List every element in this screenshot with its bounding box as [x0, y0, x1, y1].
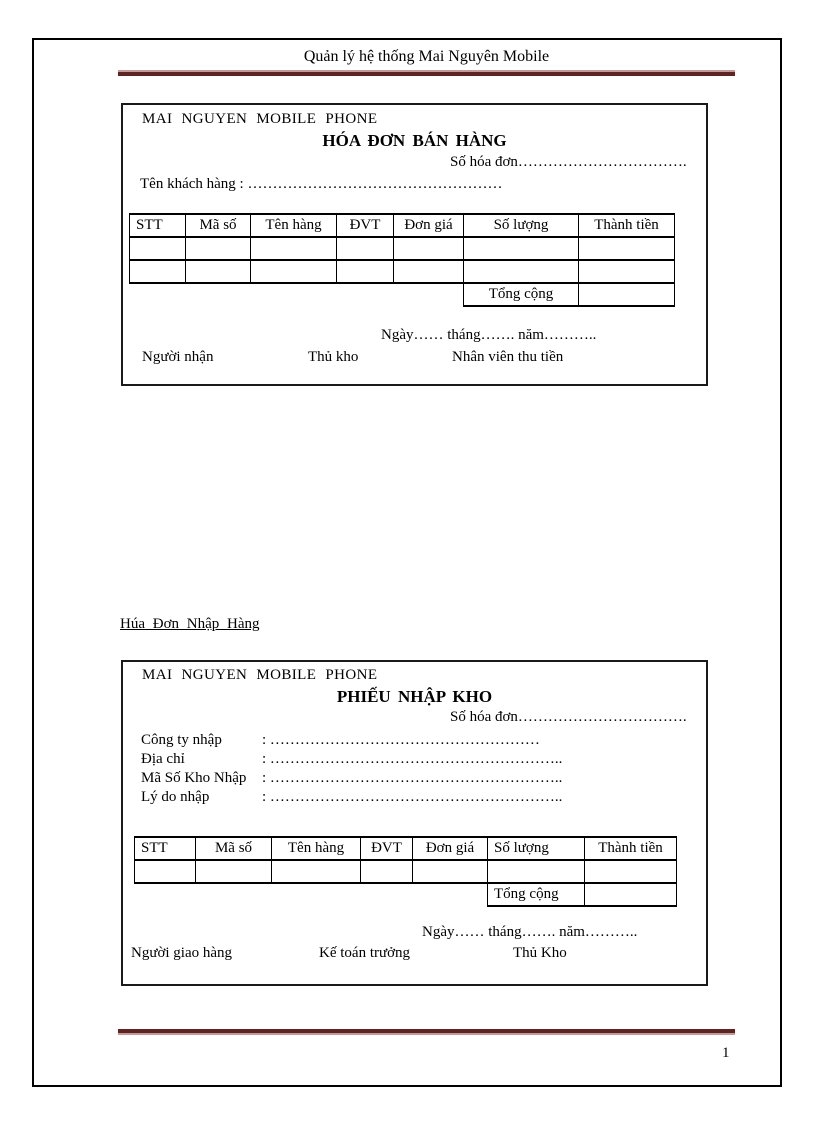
field-label-ma-so-kho-nhap: Mã Số Kho Nhập: [141, 770, 247, 786]
signature-thu-kho: Thủ kho: [308, 349, 359, 365]
import-receipt-company-name: MAI NGUYEN MOBILE PHONE: [142, 667, 378, 683]
empty-cell: [195, 859, 272, 884]
column-header-dongia: Đơn giá: [393, 213, 464, 238]
empty-cell: [134, 859, 196, 884]
total-row: Tổng cộng: [135, 882, 677, 907]
table-header-row: STT Mã số Tên hàng ĐVT Đơn giá Số lượng …: [129, 213, 675, 238]
sales-invoice-title: HÓA ĐƠN BÁN HÀNG: [322, 131, 507, 150]
column-header-stt: STT: [134, 836, 196, 861]
footer-rule-light-line: [118, 1033, 735, 1035]
signature-nhan-vien-thu-tien: Nhân viên thu tiền: [452, 349, 564, 365]
column-header-tenhang: Tên hàng: [271, 836, 361, 861]
header-rule: [118, 70, 735, 76]
field-value-ly-do-nhap: : …………………………………………………..: [262, 789, 563, 805]
signature-nguoi-nhan: Người nhận: [142, 349, 214, 365]
table-row: [129, 236, 675, 261]
field-label-ly-do-nhap: Lý do nhập: [141, 789, 210, 805]
total-label-cell: Tổng cộng: [463, 282, 579, 307]
sales-invoice-customer-line: Tên khách hàng : ……………………………………………: [140, 176, 503, 192]
field-value-cong-ty-nhap: : ………………………………………………: [262, 732, 540, 748]
header-rule-dark-line: [118, 72, 735, 76]
total-row-filler: [130, 283, 464, 306]
total-row: Tổng cộng: [130, 282, 675, 307]
empty-cell: [336, 236, 394, 261]
empty-cell: [360, 859, 413, 884]
import-receipt-date-line: Ngày…… tháng……. năm………..: [422, 924, 638, 940]
column-header-soluong: Số lượng: [463, 213, 579, 238]
total-row-filler: [135, 883, 488, 906]
total-value-cell: [584, 882, 677, 907]
empty-cell: [584, 859, 677, 884]
table-row: [129, 259, 675, 284]
empty-cell: [393, 259, 464, 284]
signature-ke-toan-truong: Kế toán trưởng: [319, 945, 411, 961]
import-receipt-number-line: Số hóa đơn…………………………….: [450, 709, 687, 725]
footer-rule-dark-line: [118, 1029, 735, 1033]
column-header-dvt: ĐVT: [360, 836, 413, 861]
field-label-dia-chi: Địa chỉ: [141, 751, 185, 767]
import-invoice-section-heading: Húa Đơn Nhập Hàng: [120, 616, 260, 632]
signature-nguoi-giao-hang: Người giao hàng: [131, 945, 233, 961]
empty-cell: [463, 259, 579, 284]
field-label-cong-ty-nhap: Công ty nhập: [141, 732, 222, 748]
column-header-thanhtien: Thành tiền: [584, 836, 677, 861]
import-receipt-box: [121, 660, 708, 986]
empty-cell: [393, 236, 464, 261]
import-receipt-title: PHIẾU NHẬP KHO: [336, 687, 493, 706]
sales-invoice-company-name: MAI NGUYEN MOBILE PHONE: [142, 111, 378, 127]
column-header-dvt: ĐVT: [336, 213, 394, 238]
sales-invoice-box: [121, 103, 708, 386]
empty-cell: [271, 859, 361, 884]
column-header-soluong: Số lượng: [487, 836, 585, 861]
table-row: [134, 859, 677, 884]
empty-cell: [250, 259, 337, 284]
empty-cell: [185, 236, 251, 261]
empty-cell: [129, 259, 186, 284]
column-header-dongia: Đơn giá: [412, 836, 488, 861]
empty-cell: [185, 259, 251, 284]
page-border: [32, 38, 782, 1087]
column-header-stt: STT: [129, 213, 186, 238]
empty-cell: [250, 236, 337, 261]
field-value-ma-so-kho-nhap: : …………………………………………………..: [262, 770, 563, 786]
column-header-thanhtien: Thành tiền: [578, 213, 675, 238]
sales-invoice-items-table: STT Mã số Tên hàng ĐVT Đơn giá Số lượng …: [129, 213, 675, 307]
field-value-dia-chi: : …………………………………………………..: [262, 751, 563, 767]
total-value-cell: [578, 282, 675, 307]
import-receipt-items-table: STT Mã số Tên hàng ĐVT Đơn giá Số lượng …: [134, 836, 677, 907]
table-header-row: STT Mã số Tên hàng ĐVT Đơn giá Số lượng …: [134, 836, 677, 861]
footer-rule: [118, 1029, 735, 1035]
column-header-maso: Mã số: [185, 213, 251, 238]
running-header-title: Quản lý hệ thống Mai Nguyên Mobile: [303, 48, 550, 65]
empty-cell: [412, 859, 488, 884]
empty-cell: [463, 236, 579, 261]
empty-cell: [487, 859, 585, 884]
column-header-maso: Mã số: [195, 836, 272, 861]
empty-cell: [578, 236, 675, 261]
sales-invoice-date-line: Ngày…… tháng……. năm………..: [381, 327, 597, 343]
signature-thu-kho: Thủ Kho: [513, 945, 567, 961]
empty-cell: [129, 236, 186, 261]
column-header-tenhang: Tên hàng: [250, 213, 337, 238]
page-number: 1: [722, 1045, 730, 1061]
sales-invoice-number-line: Số hóa đơn…………………………….: [450, 154, 687, 170]
empty-cell: [336, 259, 394, 284]
total-label-cell: Tổng cộng: [487, 882, 585, 907]
header-rule-light-line: [118, 70, 735, 72]
empty-cell: [578, 259, 675, 284]
